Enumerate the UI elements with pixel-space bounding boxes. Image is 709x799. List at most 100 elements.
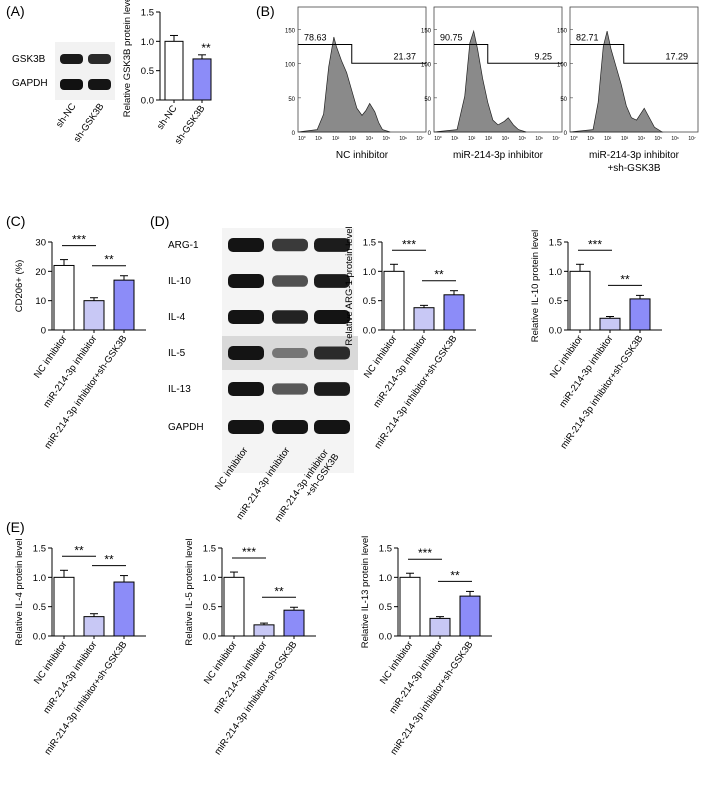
blot-d-band [314, 382, 350, 396]
blot-d-band-label: ARG-1 [168, 240, 199, 251]
flow-x-tick-label: 10¹ [587, 136, 595, 142]
blot-d-band [314, 310, 350, 324]
flow-x-tick-label: 10° [298, 136, 306, 142]
flow-x-tick-label: 10⁴ [366, 136, 374, 142]
chart-a-gsk3b: 0.0 0.5 1.0 1.5 Relative GSK3B protein level… [122, 0, 212, 146]
y-axis-label: Relative IL-13 protein level [360, 536, 371, 648]
y-tick-label: 0.0 [141, 96, 154, 107]
blot-d-band [314, 274, 350, 288]
blot-d-band-label: IL-10 [168, 276, 191, 287]
flow-x-tick-label: 10¹ [451, 136, 459, 142]
flow-plot-frame [569, 6, 699, 133]
y-tick-label: 1.0 [379, 573, 392, 584]
y-axis-label: Relative IL-10 protein level [530, 230, 541, 342]
y-tick-label: 0 [41, 326, 46, 337]
significance-label: ** [201, 41, 211, 55]
bar [192, 58, 212, 101]
flow-gate-line [434, 44, 562, 64]
significance-label: ** [450, 568, 460, 582]
blot-a-band [60, 54, 83, 64]
blot-a-band-label: GSK3B [12, 54, 46, 65]
blot-a-band [88, 79, 111, 90]
y-tick-label: 10 [35, 296, 46, 307]
bar [53, 576, 75, 637]
panel-label-c: (C) [6, 213, 25, 229]
y-axis-label: Relative GSK3B protein level [122, 0, 133, 117]
flow-y-tick-label: 0 [428, 131, 432, 137]
blot-a-lane-label: sh-NC [54, 101, 79, 129]
blot-d-band [272, 275, 308, 287]
blot-d-band [272, 347, 308, 359]
x-tick-label: miR-214-3p inhibitor [41, 639, 99, 715]
flow-sample-label: miR-214-3p inhibitor [453, 150, 544, 161]
flow-y-tick-label: 50 [424, 97, 431, 103]
y-tick-label: 0.0 [549, 326, 562, 337]
significance-label: ** [274, 584, 284, 598]
blot-a-band [60, 79, 83, 90]
y-tick-label: 1.0 [33, 573, 46, 584]
flow-x-tick-label: 10³ [485, 136, 493, 142]
significance-label: ** [104, 253, 114, 267]
panel-label-e: (E) [6, 519, 25, 535]
y-axis-label: Relative IL-4 protein level [14, 538, 25, 645]
flow-y-tick-label: 150 [285, 29, 296, 35]
y-tick-label: 0.0 [203, 632, 216, 643]
blot-d-band [228, 382, 264, 396]
y-tick-label: 0.0 [363, 326, 376, 337]
flow-sample-label: +sh-GSK3B [607, 163, 660, 174]
flow-y-tick-label: 0 [564, 131, 568, 137]
flow-x-tick-label: 10⁶ [671, 136, 679, 142]
y-tick-label: 0.0 [33, 632, 46, 643]
flow-gate-line [298, 44, 426, 64]
flow-x-tick-label: 10⁵ [382, 136, 390, 142]
blot-a-band [88, 54, 111, 64]
bar [253, 624, 275, 637]
y-tick-label: 1.0 [363, 267, 376, 278]
flow-plot-frame [297, 6, 427, 133]
flow-gate-left-percent: 78.63 [304, 33, 327, 43]
y-tick-label: 1.5 [379, 544, 392, 555]
bar [164, 40, 184, 101]
chart-il10: 0.0 0.5 1.0 1.5 Relative IL-10 protein level… [530, 230, 662, 451]
flow-x-tick-label: 10³ [621, 136, 629, 142]
flow-y-tick-label: 0 [292, 131, 296, 137]
bar [383, 270, 405, 331]
flow-y-tick-label: 100 [421, 63, 432, 69]
flow-cytometry-histograms: 78.63 21.37 0 50 100 150 10° 10¹ 10² 10³ 10⁴ 10⁵ 10⁶… [285, 6, 699, 174]
y-tick-label: 1.5 [203, 544, 216, 555]
flow-y-tick-label: 150 [421, 29, 432, 35]
flow-histogram: 82.71 17.29 0 50 100 150 10° 10¹ 10² 10³ 10⁴ 10⁵ 10⁶… [557, 6, 699, 174]
bar [569, 270, 591, 331]
y-tick-label: 1.5 [33, 544, 46, 555]
significance-label: ** [434, 268, 444, 282]
flow-histogram-area [297, 36, 391, 133]
flow-gate-line [570, 44, 698, 64]
flow-x-tick-label: 10⁵ [518, 136, 526, 142]
y-axis-label: Relative ARG-1 protein level [344, 226, 355, 345]
western-blot-a: GSK3B GAPDH sh-NC sh-GSK3B [12, 42, 115, 144]
blot-d-band [272, 238, 308, 252]
blot-a-background [55, 42, 115, 100]
significance-label: *** [588, 237, 602, 251]
significance-label: *** [72, 233, 86, 247]
blot-d-band [272, 383, 308, 395]
y-tick-label: 0.5 [33, 602, 46, 613]
bar [83, 616, 105, 637]
y-tick-label: 0.0 [379, 632, 392, 643]
blot-d-bands [228, 238, 350, 434]
blot-d-band [314, 238, 350, 252]
y-tick-label: 0.5 [141, 66, 154, 77]
flow-gate-left-percent: 90.75 [440, 33, 463, 43]
x-tick-label: miR-214-3p inhibitor [557, 333, 615, 409]
blot-d-band [272, 310, 308, 324]
bar [599, 317, 621, 331]
flow-y-tick-label: 100 [557, 63, 568, 69]
flow-histogram-area [569, 30, 664, 133]
significance-label: ** [104, 553, 114, 567]
bar [629, 298, 651, 331]
blot-d-band [228, 310, 264, 324]
blot-d-band-label: GAPDH [168, 422, 204, 433]
blot-d-band-label: IL-4 [168, 312, 186, 323]
blot-a-band-label: GAPDH [12, 78, 48, 89]
